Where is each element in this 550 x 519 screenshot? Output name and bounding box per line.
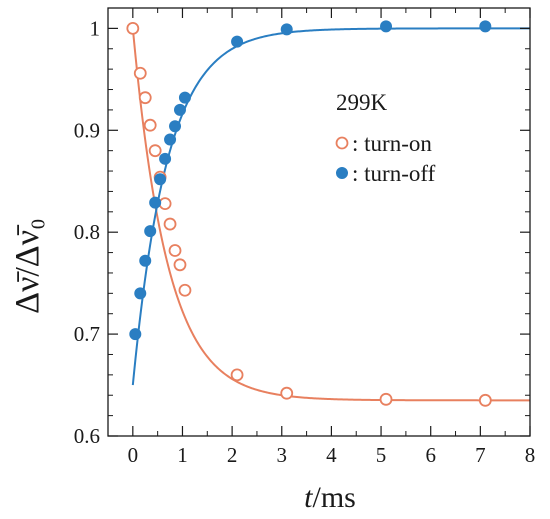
fit-curve-turn-off bbox=[131, 27, 530, 386]
data-point-turn-off bbox=[380, 20, 393, 33]
data-point-turn-on bbox=[126, 21, 140, 35]
y-axis-label: Δν̄/Δν̄₀ bbox=[9, 218, 46, 314]
axis-ticks: 0 1 2 3 4 5 6 7 8 0.6 0.7 0.8 0.9 1 bbox=[74, 8, 536, 467]
x-tick-label: 0 bbox=[128, 443, 139, 467]
data-point-turn-on bbox=[178, 283, 192, 297]
x-tick-label: 7 bbox=[475, 443, 486, 467]
data-point-turn-on bbox=[158, 197, 172, 211]
x-axis-label: t/ms bbox=[304, 481, 356, 514]
legend-label-turn-on: : turn-on bbox=[352, 131, 432, 156]
x-axis-label-unit: /ms bbox=[312, 481, 355, 514]
data-point-turn-on bbox=[138, 91, 152, 105]
y-tick-label: 0.7 bbox=[74, 322, 100, 346]
data-point-turn-off bbox=[154, 173, 167, 186]
data-point-turn-off bbox=[280, 23, 293, 36]
data-point-turn-on bbox=[143, 118, 157, 132]
data-point-turn-on bbox=[379, 392, 393, 406]
data-point-turn-off bbox=[164, 133, 177, 146]
data-point-turn-on bbox=[478, 393, 492, 407]
x-tick-label: 6 bbox=[425, 443, 436, 467]
data-point-turn-on bbox=[230, 368, 244, 382]
data-point-turn-off bbox=[139, 254, 152, 267]
data-point-turn-off bbox=[479, 20, 492, 33]
data-point-turn-on bbox=[148, 144, 162, 158]
y-tick-label: 1 bbox=[90, 16, 101, 40]
fit-curve-turn-on bbox=[131, 28, 530, 402]
data-point-turn-off bbox=[149, 196, 162, 209]
data-point-turn-off bbox=[173, 103, 186, 116]
x-tick-label: 1 bbox=[177, 443, 188, 467]
temperature-annotation: 299K bbox=[336, 90, 388, 115]
legend-marker-turn-on bbox=[335, 136, 349, 150]
plot-frame bbox=[107, 7, 531, 437]
data-point-turn-off bbox=[231, 35, 244, 48]
legend: : turn-on : turn-off bbox=[335, 131, 436, 186]
data-point-turn-off bbox=[129, 328, 142, 341]
data-point-turn-on bbox=[163, 217, 177, 231]
x-tick-label: 2 bbox=[227, 443, 238, 467]
data-point-turn-on bbox=[280, 386, 294, 400]
x-tick-label: 8 bbox=[525, 443, 536, 467]
data-point-turn-on bbox=[173, 258, 187, 272]
legend-marker-turn-off bbox=[336, 167, 348, 179]
y-tick-label: 0.9 bbox=[74, 118, 100, 142]
data-point-turn-off bbox=[144, 225, 157, 238]
data-point-turn-off bbox=[159, 152, 172, 165]
data-point-turn-on bbox=[168, 244, 182, 257]
data-point-turn-off bbox=[169, 120, 182, 133]
data-point-turn-off bbox=[134, 287, 147, 300]
y-tick-label: 0.8 bbox=[74, 220, 100, 244]
x-tick-label: 3 bbox=[277, 443, 288, 467]
y-tick-label: 0.6 bbox=[74, 424, 100, 448]
legend-label-turn-off: : turn-off bbox=[352, 161, 436, 186]
data-point-turn-off bbox=[178, 91, 191, 104]
x-axis-label-symbol: t bbox=[304, 481, 313, 514]
fit-curves bbox=[131, 27, 530, 402]
x-tick-label: 5 bbox=[376, 443, 387, 467]
x-tick-label: 4 bbox=[326, 443, 337, 467]
data-point-turn-on bbox=[133, 66, 147, 80]
data-markers bbox=[126, 20, 492, 407]
